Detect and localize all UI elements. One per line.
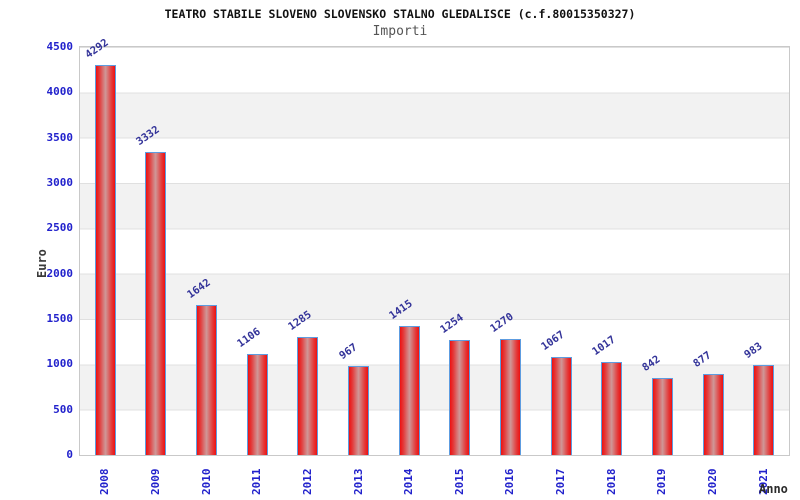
bar — [196, 305, 217, 455]
x-tick-label: 2015 — [453, 468, 466, 496]
x-tick-label: 2016 — [503, 468, 516, 496]
bar — [297, 337, 318, 455]
bar-value-label: 1067 — [539, 328, 567, 353]
bar-value-label: 1254 — [438, 311, 466, 336]
bar — [348, 366, 369, 455]
bar-value-label: 1106 — [235, 325, 263, 350]
x-tick-label: 2017 — [554, 468, 567, 496]
chart-subtitle: Importi — [372, 24, 428, 39]
x-tick-label: 2018 — [605, 468, 618, 496]
y-tick-label: 2500 — [46, 221, 74, 235]
x-tick-label: 2019 — [655, 468, 668, 496]
y-tick-label: 4000 — [46, 85, 74, 99]
bar-value-label: 1415 — [387, 297, 415, 322]
bar — [145, 152, 166, 455]
x-tick-label: 2008 — [98, 468, 111, 496]
bar — [399, 326, 420, 455]
bar — [95, 65, 116, 455]
y-tick-label: 3500 — [46, 130, 74, 144]
bar-value-label: 1285 — [286, 308, 314, 333]
bar-value-label: 967 — [337, 341, 360, 362]
x-tick-label: 2010 — [200, 468, 213, 496]
x-tick-label: 2011 — [250, 468, 263, 496]
bar-value-label: 983 — [742, 340, 765, 361]
chart-title: TEATRO STABILE SLOVENO SLOVENSKO STALNO … — [164, 7, 636, 21]
x-tick-label: 2012 — [301, 468, 314, 496]
bar — [449, 340, 470, 455]
y-tick-label: 3000 — [46, 176, 74, 189]
bar — [703, 374, 724, 455]
y-tick-label: 1000 — [46, 357, 74, 371]
bar — [601, 362, 622, 455]
bar — [753, 365, 774, 455]
bar-value-label: 1270 — [488, 310, 516, 335]
y-tick-label: 2000 — [46, 266, 74, 280]
x-axis-title: Anno — [759, 482, 788, 496]
bar-value-label: 877 — [691, 349, 714, 370]
bar-value-label: 1642 — [185, 276, 213, 301]
y-tick-label: 4500 — [46, 40, 74, 53]
bar — [500, 339, 521, 455]
y-tick-label: 500 — [53, 402, 73, 416]
bar-value-label: 3332 — [134, 123, 162, 148]
bar-value-label: 1017 — [590, 333, 618, 358]
bar — [551, 357, 572, 455]
x-tick-label: 2009 — [149, 468, 162, 496]
y-tick-label: 0 — [66, 448, 73, 461]
bar — [247, 354, 268, 455]
x-tick-label: 2020 — [706, 468, 719, 496]
y-tick-label: 1500 — [46, 312, 74, 325]
plot-area: 4292 3332 1642 1106 1285 967 1415 1254 1270 1067 1… — [79, 37, 790, 456]
bar-value-label: 842 — [640, 353, 663, 374]
x-tick-label: 2013 — [352, 468, 365, 496]
bar-value-label: 4292 — [83, 36, 111, 61]
x-tick-label: 2014 — [402, 468, 415, 496]
bar — [652, 378, 673, 455]
